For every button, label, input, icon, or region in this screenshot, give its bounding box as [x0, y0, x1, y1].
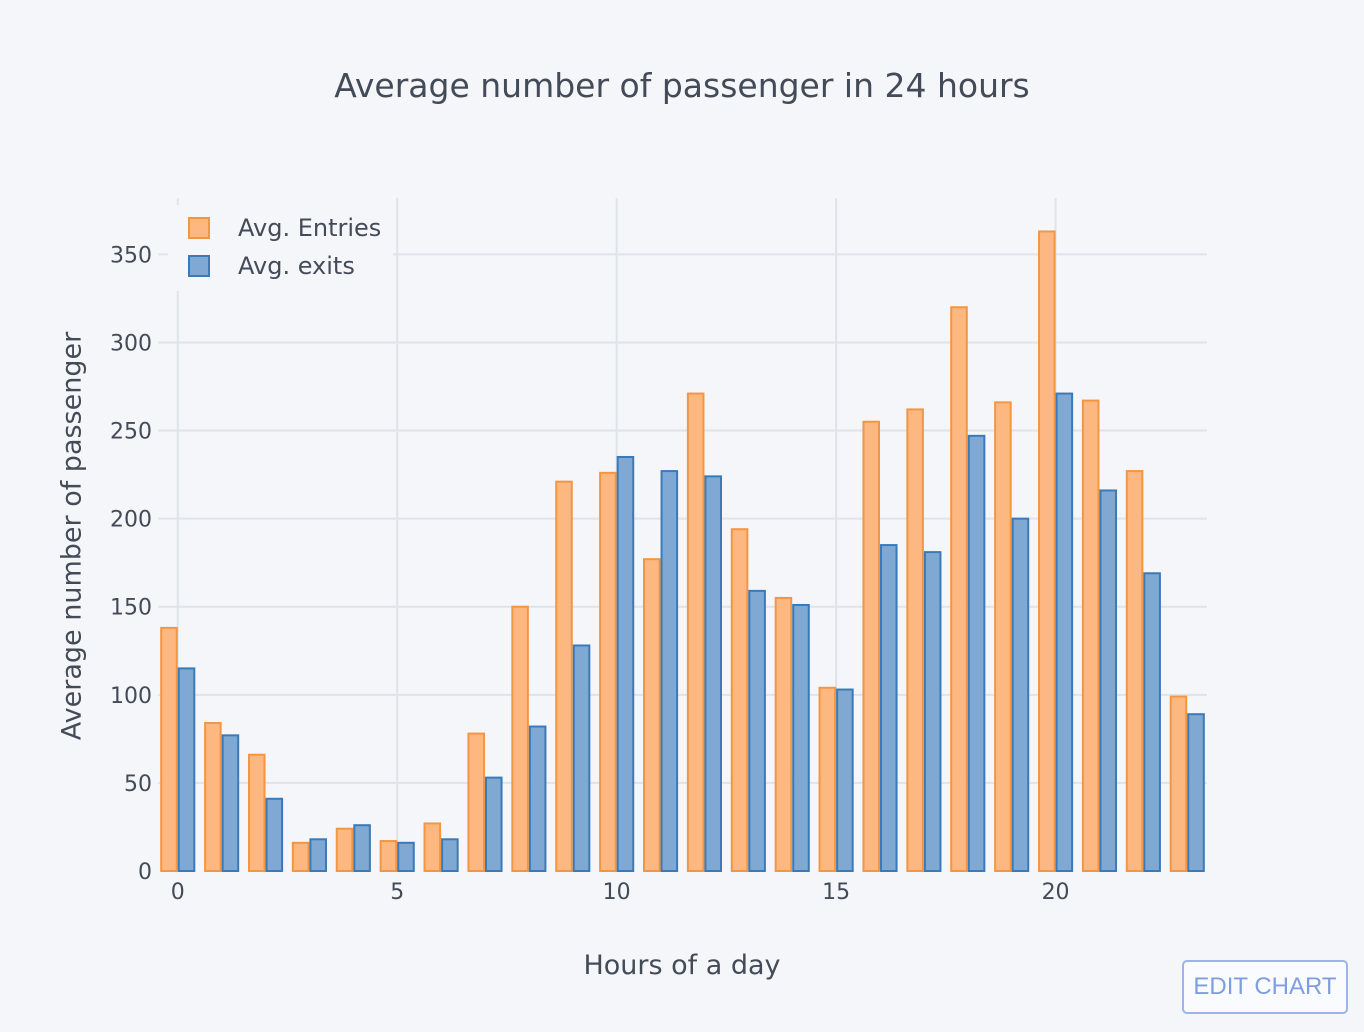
y-tick-label: 200	[110, 508, 152, 533]
x-tick-label: 0	[171, 880, 185, 905]
bar-entries[interactable]	[950, 306, 968, 873]
chart-title: Average number of passenger in 24 hours	[334, 66, 1030, 105]
bar-entries[interactable]	[774, 596, 793, 872]
bar-entries[interactable]	[160, 626, 178, 872]
bar-entries[interactable]	[1081, 399, 1100, 872]
bar-entries[interactable]	[555, 480, 573, 872]
bar-entries[interactable]	[642, 558, 661, 872]
x-axis-title: Hours of a day	[583, 950, 781, 981]
bar-entries[interactable]	[599, 471, 617, 872]
bar-exits[interactable]	[309, 838, 327, 873]
bar-entries[interactable]	[818, 686, 837, 872]
legend-item-exits[interactable]: Avg. exits	[188, 247, 381, 285]
bar-exits[interactable]	[880, 544, 898, 872]
legend-item-entries[interactable]: Avg. Entries	[188, 209, 381, 247]
x-tick-label: 5	[390, 880, 404, 905]
bar-entries[interactable]	[511, 605, 529, 872]
bar-exits[interactable]	[265, 797, 284, 873]
legend-label-exits: Avg. exits	[238, 252, 355, 280]
y-tick-label: 350	[110, 243, 152, 268]
bar-entries[interactable]	[906, 408, 924, 872]
edit-chart-button[interactable]: EDIT CHART	[1182, 960, 1348, 1014]
x-tick-label: 10	[603, 880, 631, 905]
bar-entries[interactable]	[379, 840, 398, 873]
bar-entries[interactable]	[247, 753, 266, 873]
y-axis-title: Average number of passenger	[56, 331, 88, 741]
bar-exits[interactable]	[177, 667, 196, 872]
bar-exits[interactable]	[704, 475, 723, 872]
bar-entries[interactable]	[204, 722, 222, 873]
bar-entries[interactable]	[1169, 695, 1188, 872]
tick-labels: 0 50 100 150 200 250 300 350 0 5 10 15 20	[110, 243, 1070, 905]
y-tick-label: 0	[138, 860, 152, 885]
bar-exits[interactable]	[441, 838, 459, 873]
bar-entries[interactable]	[730, 528, 749, 872]
bar-entries[interactable]	[994, 401, 1012, 872]
y-tick-label: 150	[110, 596, 152, 621]
legend-swatch-exits	[188, 255, 210, 277]
x-tick-label: 15	[822, 880, 850, 905]
x-tick-label: 20	[1042, 880, 1070, 905]
legend: Avg. Entries Avg. exits	[168, 205, 394, 291]
bar-exits[interactable]	[660, 470, 679, 872]
bar-entries[interactable]	[1125, 470, 1144, 872]
bar-exits[interactable]	[353, 824, 371, 873]
bar-entries[interactable]	[467, 732, 485, 873]
bar-exits[interactable]	[967, 434, 986, 872]
bar-exits[interactable]	[221, 734, 240, 873]
bar-exits[interactable]	[923, 551, 942, 872]
bar-exits[interactable]	[528, 725, 547, 873]
grid-lines	[158, 198, 1207, 871]
bar-exits[interactable]	[1011, 517, 1030, 872]
bar-exits[interactable]	[792, 603, 810, 872]
bar-entries[interactable]	[1038, 230, 1056, 872]
bar-exits[interactable]	[1055, 392, 1074, 872]
bar-entries[interactable]	[335, 827, 354, 873]
bar-exits[interactable]	[1143, 572, 1161, 872]
y-tick-label: 250	[110, 420, 152, 445]
bar-entries[interactable]	[862, 420, 881, 872]
legend-swatch-entries	[188, 217, 210, 239]
y-tick-label: 100	[110, 684, 152, 709]
bar-entries[interactable]	[423, 822, 442, 873]
y-tick-label: 300	[110, 331, 152, 356]
bar-entries[interactable]	[686, 392, 705, 872]
bar-entries[interactable]	[291, 841, 310, 873]
legend-label-entries: Avg. Entries	[238, 214, 382, 242]
y-tick-label: 50	[124, 772, 152, 797]
bar-exits[interactable]	[748, 589, 766, 872]
bar-exits[interactable]	[836, 688, 854, 872]
bar-exits[interactable]	[572, 644, 591, 872]
bar-exits[interactable]	[1187, 713, 1205, 873]
bar-exits[interactable]	[397, 841, 415, 873]
bar-exits[interactable]	[616, 455, 635, 872]
bar-exits[interactable]	[484, 776, 503, 873]
bar-exits[interactable]	[1099, 489, 1118, 872]
bars	[160, 230, 1205, 873]
